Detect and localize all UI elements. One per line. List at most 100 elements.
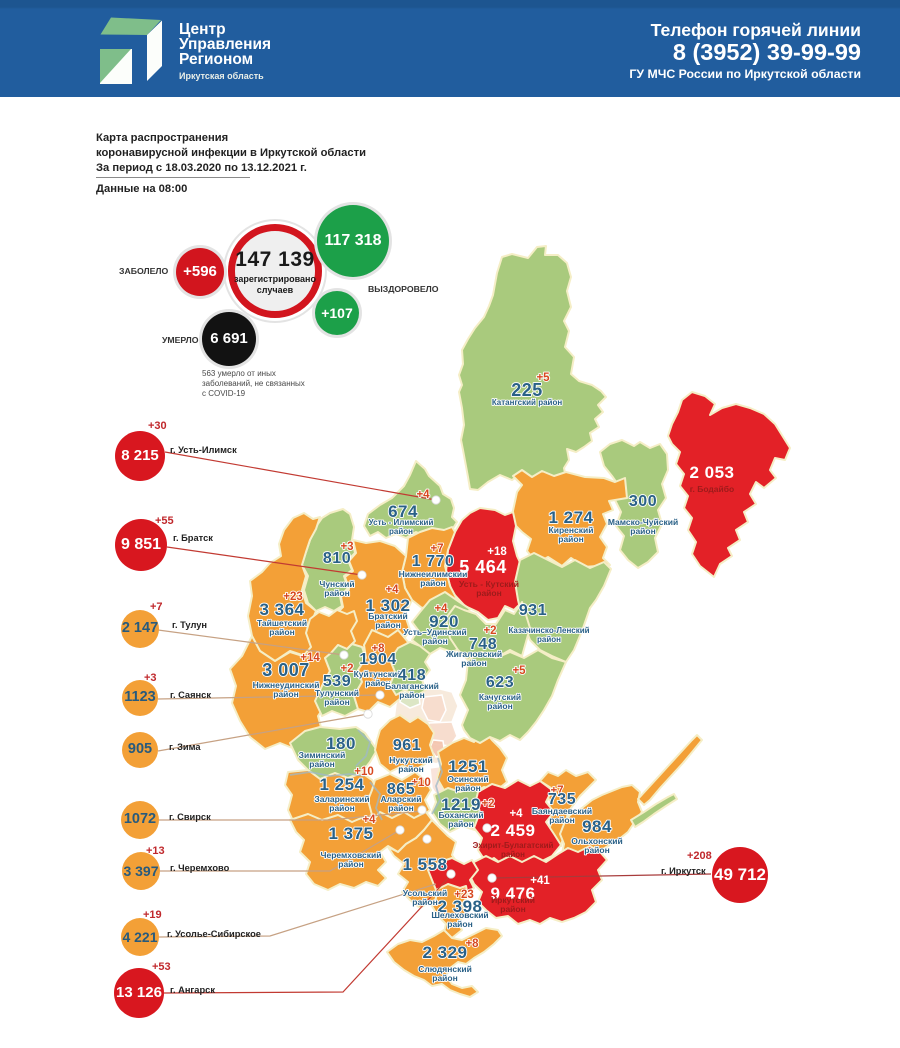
svg-text:9 476: 9 476 — [490, 884, 535, 903]
svg-text:+4: +4 — [385, 584, 399, 596]
svg-text:+7: +7 — [550, 785, 563, 797]
svg-text:1 302: 1 302 — [365, 596, 410, 615]
svg-text:Черемховский: Черемховский — [321, 850, 382, 860]
svg-text:Чунский: Чунский — [319, 579, 354, 589]
svg-text:1251: 1251 — [448, 757, 488, 776]
svg-text:район: район — [269, 627, 294, 637]
svg-text:1904: 1904 — [359, 651, 397, 668]
svg-text:Боханский: Боханский — [438, 810, 483, 820]
svg-text:Мамско-Чуйский: Мамско-Чуйский — [608, 517, 678, 527]
svg-text:+41: +41 — [530, 875, 550, 887]
svg-text:+14: +14 — [300, 652, 320, 664]
svg-text:984: 984 — [582, 817, 612, 836]
svg-text:г. Бодайбо: г. Бодайбо — [690, 484, 734, 494]
svg-text:2 053: 2 053 — [689, 463, 734, 482]
svg-text:Казачинско-Ленский: Казачинско-Ленский — [508, 626, 589, 635]
svg-text:район: район — [389, 527, 413, 536]
svg-text:+10: +10 — [411, 777, 431, 789]
svg-text:1219: 1219 — [441, 795, 481, 814]
svg-text:961: 961 — [393, 737, 421, 754]
svg-text:2 329: 2 329 — [422, 943, 467, 962]
svg-text:Тайшетский: Тайшетский — [257, 618, 307, 628]
svg-text:+5: +5 — [536, 372, 550, 384]
svg-text:район: район — [584, 845, 609, 855]
svg-text:+7: +7 — [430, 543, 443, 555]
svg-text:931: 931 — [519, 602, 547, 619]
svg-text:Нижнеудинский: Нижнеудинский — [253, 680, 320, 690]
svg-text:300: 300 — [629, 493, 657, 510]
svg-text:район: район — [500, 904, 525, 914]
svg-text:район: район — [455, 783, 480, 793]
svg-text:район: район — [420, 578, 445, 588]
svg-text:539: 539 — [323, 673, 351, 690]
svg-text:+2: +2 — [340, 663, 353, 675]
svg-text:Баяндаевский: Баяндаевский — [532, 806, 592, 816]
svg-text:район: район — [399, 690, 424, 700]
svg-text:418: 418 — [398, 667, 426, 684]
svg-text:район: район — [329, 803, 354, 813]
svg-text:район: район — [432, 973, 457, 983]
svg-text:Киренский: Киренский — [549, 525, 594, 535]
svg-text:+2: +2 — [483, 625, 496, 637]
svg-text:район: район — [537, 635, 561, 644]
svg-text:225: 225 — [511, 380, 543, 400]
svg-text:Балаганский: Балаганский — [385, 681, 439, 691]
svg-text:район: район — [447, 919, 472, 929]
svg-text:1 770: 1 770 — [412, 553, 455, 570]
svg-text:+4: +4 — [362, 814, 376, 826]
svg-text:район: район — [273, 689, 298, 699]
svg-text:Усть - Кутский: Усть - Кутский — [459, 579, 519, 589]
svg-text:Нукутский: Нукутский — [389, 755, 432, 765]
svg-text:Катангский район: Катангский район — [492, 398, 563, 407]
svg-text:1 375: 1 375 — [328, 824, 373, 843]
svg-text:5 464: 5 464 — [459, 557, 507, 577]
svg-text:920: 920 — [429, 612, 459, 631]
svg-text:Зиминский: Зиминский — [299, 750, 346, 760]
svg-text:Эхирит-Булагатский: Эхирит-Булагатский — [473, 841, 554, 850]
svg-text:+2: +2 — [481, 798, 494, 810]
svg-text:+23: +23 — [454, 889, 474, 901]
svg-text:Осинский: Осинский — [447, 774, 488, 784]
svg-text:1 558: 1 558 — [402, 855, 447, 874]
svg-text:810: 810 — [323, 550, 351, 567]
svg-text:Слюдянский: Слюдянский — [418, 964, 472, 974]
svg-text:район: район — [338, 859, 363, 869]
svg-text:Братский: Братский — [368, 611, 408, 621]
svg-text:3 364: 3 364 — [259, 600, 304, 619]
svg-text:район: район — [476, 588, 501, 598]
svg-text:Заларинский: Заларинский — [314, 794, 369, 804]
svg-text:Усть–Удинский: Усть–Удинский — [403, 627, 467, 637]
svg-text:3 007: 3 007 — [262, 660, 310, 680]
svg-text:+4: +4 — [416, 489, 430, 501]
svg-text:район: район — [309, 759, 334, 769]
svg-text:район: район — [549, 815, 574, 825]
svg-text:Аларский: Аларский — [381, 794, 422, 804]
svg-text:район: район — [487, 701, 512, 711]
svg-text:Качугский: Качугский — [479, 692, 521, 702]
svg-text:+18: +18 — [487, 546, 507, 558]
svg-text:Нижнеилимский: Нижнеилимский — [399, 569, 468, 579]
svg-text:район: район — [422, 636, 447, 646]
svg-text:Жигаловский: Жигаловский — [445, 649, 502, 659]
svg-text:2 459: 2 459 — [490, 821, 535, 840]
svg-text:+4: +4 — [509, 808, 523, 820]
svg-text:748: 748 — [469, 636, 497, 653]
svg-text:+23: +23 — [283, 591, 303, 603]
svg-text:район: район — [365, 678, 390, 688]
svg-text:+10: +10 — [354, 766, 374, 778]
svg-text:Усольский: Усольский — [403, 888, 448, 898]
svg-text:район: район — [412, 897, 437, 907]
svg-text:+8: +8 — [465, 938, 479, 950]
svg-text:+8: +8 — [371, 643, 385, 655]
svg-text:Шелеховский: Шелеховский — [431, 910, 488, 920]
svg-text:2 398: 2 398 — [437, 897, 482, 916]
svg-text:район: район — [375, 620, 400, 630]
svg-text:+4: +4 — [434, 603, 448, 615]
svg-text:Иркутский: Иркутский — [491, 895, 535, 905]
svg-text:район: район — [461, 658, 486, 668]
svg-text:674: 674 — [388, 502, 418, 521]
svg-text:Ольхонский: Ольхонский — [571, 836, 622, 846]
svg-text:район: район — [324, 697, 349, 707]
svg-text:1 254: 1 254 — [319, 775, 364, 794]
svg-text:180: 180 — [326, 734, 356, 753]
